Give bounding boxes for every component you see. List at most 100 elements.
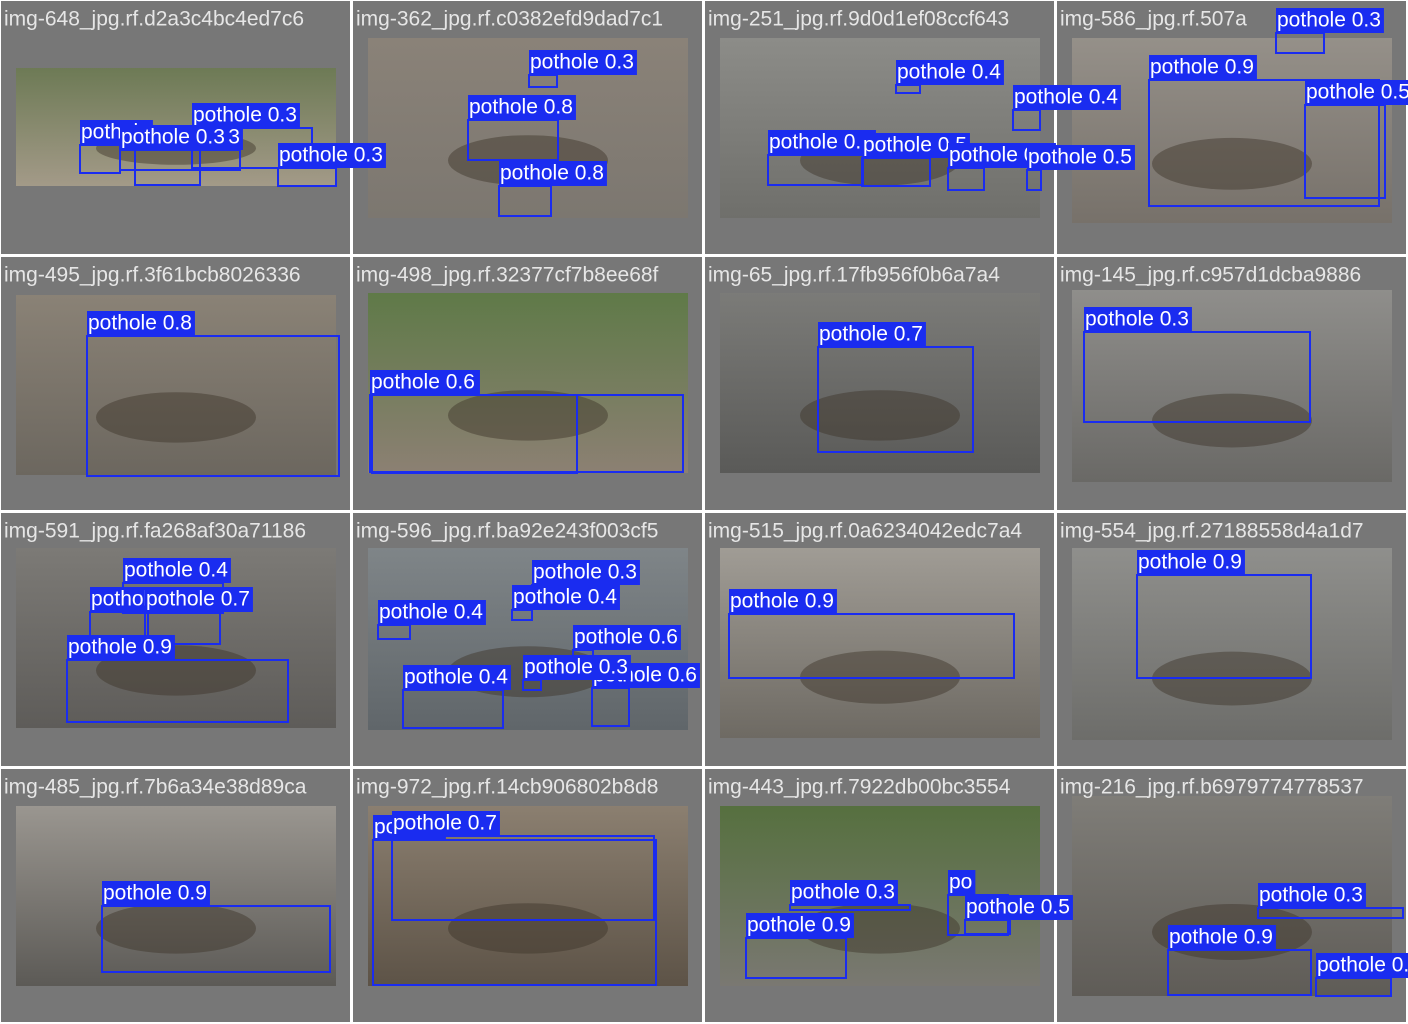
label-background	[896, 60, 1004, 85]
label-background	[87, 311, 195, 336]
image-filename: img-251_jpg.rf.9d0d1ef08ccf643	[708, 8, 1009, 31]
bounding-box	[66, 659, 289, 723]
image-filename: img-443_jpg.rf.7922db00bc3554	[708, 776, 1011, 799]
pothole-shape	[96, 903, 256, 954]
label-background	[145, 587, 253, 612]
detection-label: po	[949, 871, 972, 894]
bounding-box	[101, 905, 331, 973]
detection-label: pothole 0.4	[404, 666, 508, 689]
label-background	[403, 665, 511, 690]
pothole-shape	[1152, 393, 1312, 448]
label-background	[378, 600, 486, 625]
bounding-box	[369, 394, 684, 473]
detection-label: pothole 0.3	[1259, 884, 1363, 907]
label-background	[1316, 953, 1408, 978]
label-background	[768, 130, 876, 155]
label-background	[529, 50, 637, 75]
detection-label: pothole 0.9	[103, 882, 207, 905]
detection-label: pothole 0.8	[88, 312, 192, 335]
detection-label: pothole 0.5	[966, 896, 1070, 919]
label-background	[67, 635, 175, 660]
label-background	[532, 560, 640, 585]
detection-label: pothole 0.5	[863, 134, 967, 157]
label-background	[120, 125, 228, 150]
detection-label: pothole 0.9	[68, 636, 172, 659]
detection-label: pothole 0.3	[279, 144, 383, 167]
label-background	[948, 870, 976, 895]
label-background	[370, 370, 478, 395]
detection-label: pothole 0.6	[371, 371, 475, 394]
image-filename: img-485_jpg.rf.7b6a34e38d89ca	[4, 776, 307, 799]
detection-label: pothole 0.8	[500, 162, 604, 185]
label-background	[1258, 883, 1366, 908]
detection-label: pothole 0.3	[524, 656, 628, 679]
label-background	[192, 103, 300, 128]
label-background	[746, 913, 854, 938]
image-filename: img-554_jpg.rf.27188558d4a1d7	[1060, 520, 1364, 543]
bounding-box	[1083, 331, 1311, 423]
detection-label: pothole 0.3	[1277, 9, 1381, 32]
detection-label: pothole 0.9	[1150, 56, 1254, 79]
bounding-box	[372, 839, 657, 986]
detection-label: pothole 0.6	[574, 626, 678, 649]
label-background	[1027, 145, 1135, 170]
image-filename: img-145_jpg.rf.c957d1dcba9886	[1060, 264, 1361, 287]
image-filename: img-216_jpg.rf.b6979774778537	[1060, 776, 1364, 799]
detection-label: pothole 0.9	[747, 914, 851, 937]
photo	[720, 293, 1040, 473]
detection-label: pothole 0.3	[121, 126, 225, 149]
label-background	[392, 811, 500, 836]
image-filename: img-498_jpg.rf.32377cf7b8ee68f	[356, 264, 659, 287]
detection-label: pothole 0.7	[146, 588, 250, 611]
image-filename: img-65_jpg.rf.17fb956f0b6a7a4	[708, 264, 1000, 287]
photo	[720, 548, 1040, 738]
bounding-box	[391, 835, 655, 921]
detection-label: pothole 0.9	[730, 590, 834, 613]
image-filename: img-586_jpg.rf.507a	[1060, 8, 1247, 31]
label-background	[818, 322, 926, 347]
pothole-shape	[448, 903, 608, 954]
label-background	[1276, 8, 1384, 33]
label-background	[278, 143, 386, 168]
label-background	[499, 161, 607, 186]
label-background	[1305, 80, 1408, 105]
image-filename: img-515_jpg.rf.0a6234042edc7a4	[708, 520, 1022, 543]
detection-label: pothole 0.3	[791, 881, 895, 904]
detection-label: pothole 0.5	[769, 131, 873, 154]
label-background	[512, 585, 620, 610]
pothole-shape	[1152, 137, 1312, 190]
detection-label: pothole 0.4	[124, 559, 228, 582]
pothole-shape	[448, 390, 608, 441]
detection-label: pothole 0.9	[1169, 926, 1273, 949]
label-background	[1168, 925, 1276, 950]
label-background	[573, 625, 681, 650]
detection-label: pothole 0.9	[1138, 551, 1242, 574]
image-filename: img-362_jpg.rf.c0382efd9dad7c1	[356, 8, 663, 31]
label-background	[523, 655, 631, 680]
detection-label: pothole 0.7	[393, 812, 497, 835]
pothole-shape	[800, 390, 960, 441]
detection-label: pothole 0.4	[379, 601, 483, 624]
label-background	[1084, 307, 1192, 332]
detection-label: pothole 0.5	[1306, 81, 1408, 104]
detection-label: pothole 0.3	[533, 561, 637, 584]
detection-label: pothole 0.8	[469, 96, 573, 119]
image-filename: img-495_jpg.rf.3f61bcb8026336	[4, 264, 301, 287]
detection-label: pothole	[91, 588, 160, 611]
label-background	[1013, 85, 1121, 110]
bounding-box	[1148, 79, 1380, 207]
detection-label: pothole 0.3	[193, 104, 297, 127]
label-background	[790, 880, 898, 905]
detection-label: pothole 0.4	[513, 586, 617, 609]
photo	[368, 38, 688, 218]
label-background	[102, 881, 210, 906]
detection-label: pothole 0.5	[1028, 146, 1132, 169]
bounding-box	[86, 335, 340, 477]
image-filename: img-596_jpg.rf.ba92e243f003cf5	[356, 520, 658, 543]
image-filename: img-972_jpg.rf.14cb906802b8d8	[356, 776, 658, 799]
label-background	[1137, 550, 1245, 575]
detection-label: pothole 0.3	[1085, 308, 1189, 331]
detection-label: pothole 0.3	[530, 51, 634, 74]
image-filename: img-648_jpg.rf.d2a3c4bc4ed7c6	[4, 8, 304, 31]
